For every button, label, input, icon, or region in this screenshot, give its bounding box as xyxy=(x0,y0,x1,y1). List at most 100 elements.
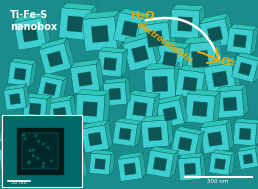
Bar xyxy=(22,133,58,169)
Polygon shape xyxy=(168,16,176,52)
Polygon shape xyxy=(14,18,46,50)
Polygon shape xyxy=(175,69,205,99)
FancyArrowPatch shape xyxy=(146,18,219,58)
Polygon shape xyxy=(39,122,46,148)
Polygon shape xyxy=(144,63,179,70)
Polygon shape xyxy=(163,107,177,121)
Polygon shape xyxy=(63,162,77,176)
Polygon shape xyxy=(34,158,46,170)
Polygon shape xyxy=(129,90,160,98)
Polygon shape xyxy=(44,82,57,95)
Polygon shape xyxy=(89,5,97,40)
Polygon shape xyxy=(17,124,24,144)
Polygon shape xyxy=(5,154,15,164)
Polygon shape xyxy=(109,88,121,100)
Polygon shape xyxy=(156,95,183,105)
Polygon shape xyxy=(159,40,190,48)
Circle shape xyxy=(46,146,49,149)
Polygon shape xyxy=(88,132,102,146)
Polygon shape xyxy=(227,28,253,54)
Polygon shape xyxy=(144,68,176,100)
Polygon shape xyxy=(179,65,210,73)
Polygon shape xyxy=(28,152,52,176)
Polygon shape xyxy=(19,144,24,168)
Polygon shape xyxy=(81,125,109,153)
Text: O₂: O₂ xyxy=(221,57,235,67)
Polygon shape xyxy=(31,148,57,155)
Polygon shape xyxy=(253,58,258,82)
Polygon shape xyxy=(148,127,162,141)
Circle shape xyxy=(50,159,53,162)
Polygon shape xyxy=(229,152,235,175)
Polygon shape xyxy=(103,78,128,84)
Polygon shape xyxy=(37,76,63,102)
Polygon shape xyxy=(18,127,42,151)
Polygon shape xyxy=(14,12,45,23)
Circle shape xyxy=(42,165,45,168)
Polygon shape xyxy=(29,61,37,86)
Polygon shape xyxy=(138,22,172,56)
Polygon shape xyxy=(163,51,178,67)
Bar xyxy=(16,127,64,175)
Polygon shape xyxy=(178,17,192,31)
Polygon shape xyxy=(23,97,47,121)
Polygon shape xyxy=(67,16,83,32)
Polygon shape xyxy=(185,94,215,124)
Polygon shape xyxy=(141,120,169,148)
Polygon shape xyxy=(112,122,138,146)
Polygon shape xyxy=(56,150,83,159)
Polygon shape xyxy=(119,9,152,18)
Polygon shape xyxy=(123,37,157,71)
Polygon shape xyxy=(118,152,143,160)
Polygon shape xyxy=(230,24,258,31)
Polygon shape xyxy=(178,153,204,159)
Polygon shape xyxy=(178,137,192,151)
Polygon shape xyxy=(116,118,142,125)
Polygon shape xyxy=(200,153,206,179)
Polygon shape xyxy=(156,100,184,128)
Polygon shape xyxy=(53,107,67,121)
Polygon shape xyxy=(29,103,41,115)
Text: Ti-Fe-S
nanobox: Ti-Fe-S nanobox xyxy=(10,10,57,32)
Polygon shape xyxy=(47,51,63,67)
Polygon shape xyxy=(83,102,97,116)
Polygon shape xyxy=(133,102,147,116)
Polygon shape xyxy=(121,49,128,77)
Bar xyxy=(2,115,82,187)
Polygon shape xyxy=(170,9,200,39)
Polygon shape xyxy=(153,157,167,171)
Polygon shape xyxy=(174,63,181,98)
Polygon shape xyxy=(54,128,76,150)
Polygon shape xyxy=(61,3,97,10)
Polygon shape xyxy=(103,91,110,124)
Polygon shape xyxy=(151,94,160,124)
Polygon shape xyxy=(183,77,197,91)
Polygon shape xyxy=(146,150,174,178)
Polygon shape xyxy=(64,37,74,68)
Polygon shape xyxy=(96,59,104,90)
Polygon shape xyxy=(233,122,257,146)
Polygon shape xyxy=(70,95,77,124)
Polygon shape xyxy=(95,159,106,169)
Polygon shape xyxy=(200,124,230,154)
Text: 50 nm: 50 nm xyxy=(11,180,27,185)
Polygon shape xyxy=(70,59,100,68)
Polygon shape xyxy=(114,12,147,46)
Polygon shape xyxy=(115,10,123,49)
Polygon shape xyxy=(59,77,68,102)
Circle shape xyxy=(32,149,35,152)
Polygon shape xyxy=(0,144,22,150)
Polygon shape xyxy=(155,44,185,74)
Polygon shape xyxy=(91,25,109,43)
Polygon shape xyxy=(204,57,236,68)
Circle shape xyxy=(42,162,45,165)
Polygon shape xyxy=(77,90,110,96)
Polygon shape xyxy=(235,119,258,124)
Polygon shape xyxy=(83,10,120,19)
Polygon shape xyxy=(255,145,258,166)
Polygon shape xyxy=(131,45,149,63)
Polygon shape xyxy=(125,78,131,104)
Polygon shape xyxy=(105,120,112,149)
Circle shape xyxy=(34,134,37,137)
Polygon shape xyxy=(109,152,115,175)
